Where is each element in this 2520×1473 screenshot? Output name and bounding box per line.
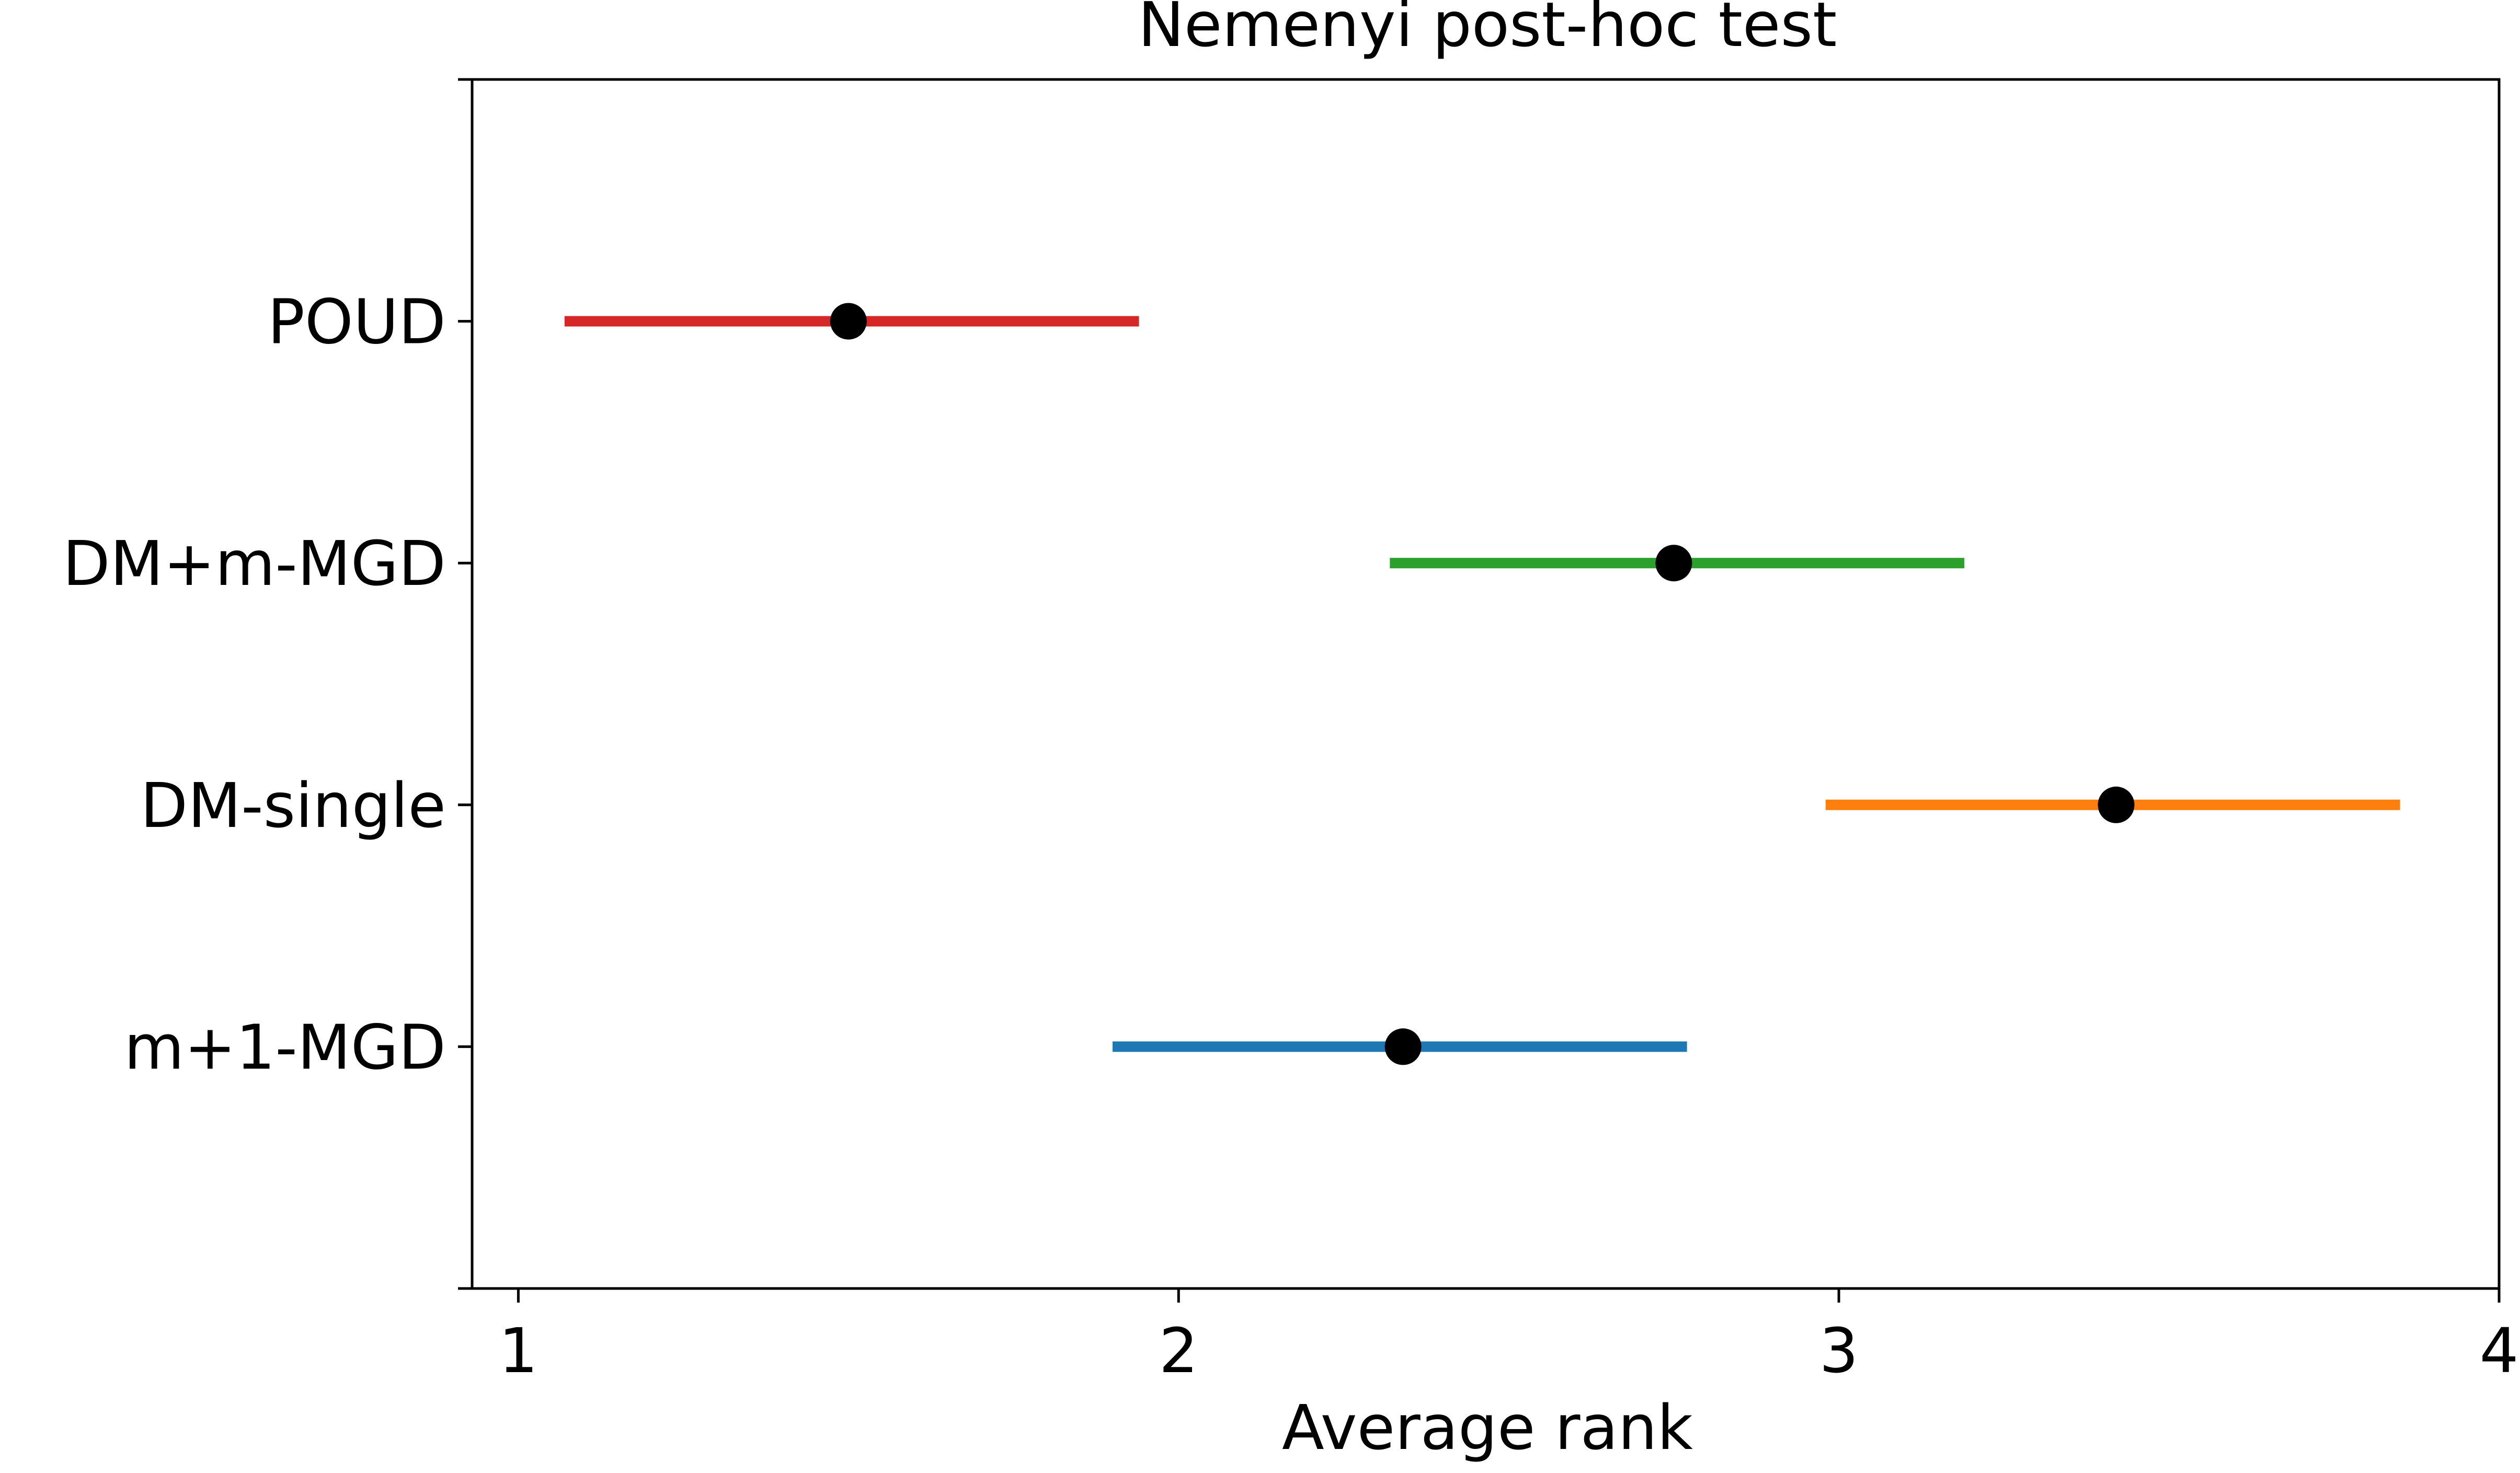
plot-area bbox=[471, 78, 2501, 1290]
x-axis: 1 2 3 4 bbox=[499, 1288, 2519, 1387]
rank-marker bbox=[1655, 545, 1692, 582]
x-tick-label: 3 bbox=[1819, 1315, 1859, 1387]
rank-marker bbox=[2098, 786, 2135, 823]
rank-marker bbox=[1384, 1028, 1422, 1065]
x-tick-label: 2 bbox=[1159, 1315, 1198, 1387]
y-tick-label: DM-single bbox=[140, 769, 446, 842]
rank-marker bbox=[830, 303, 867, 340]
y-tick-label: m+1-MGD bbox=[124, 1011, 446, 1083]
y-tick-label: POUD bbox=[268, 286, 446, 358]
x-axis-label: Average rank bbox=[1282, 1391, 1693, 1464]
chart-title: Nemenyi post-hoc test bbox=[1138, 0, 1837, 61]
y-tick-label: DM+m-MGD bbox=[63, 527, 446, 600]
plot-border bbox=[471, 78, 2501, 1290]
y-axis: POUD DM+m-MGD DM-single m+1-MGD bbox=[63, 78, 472, 1290]
series-layer bbox=[564, 303, 2400, 1065]
x-tick-label: 4 bbox=[2479, 1315, 2518, 1387]
x-tick-label: 1 bbox=[499, 1315, 538, 1387]
